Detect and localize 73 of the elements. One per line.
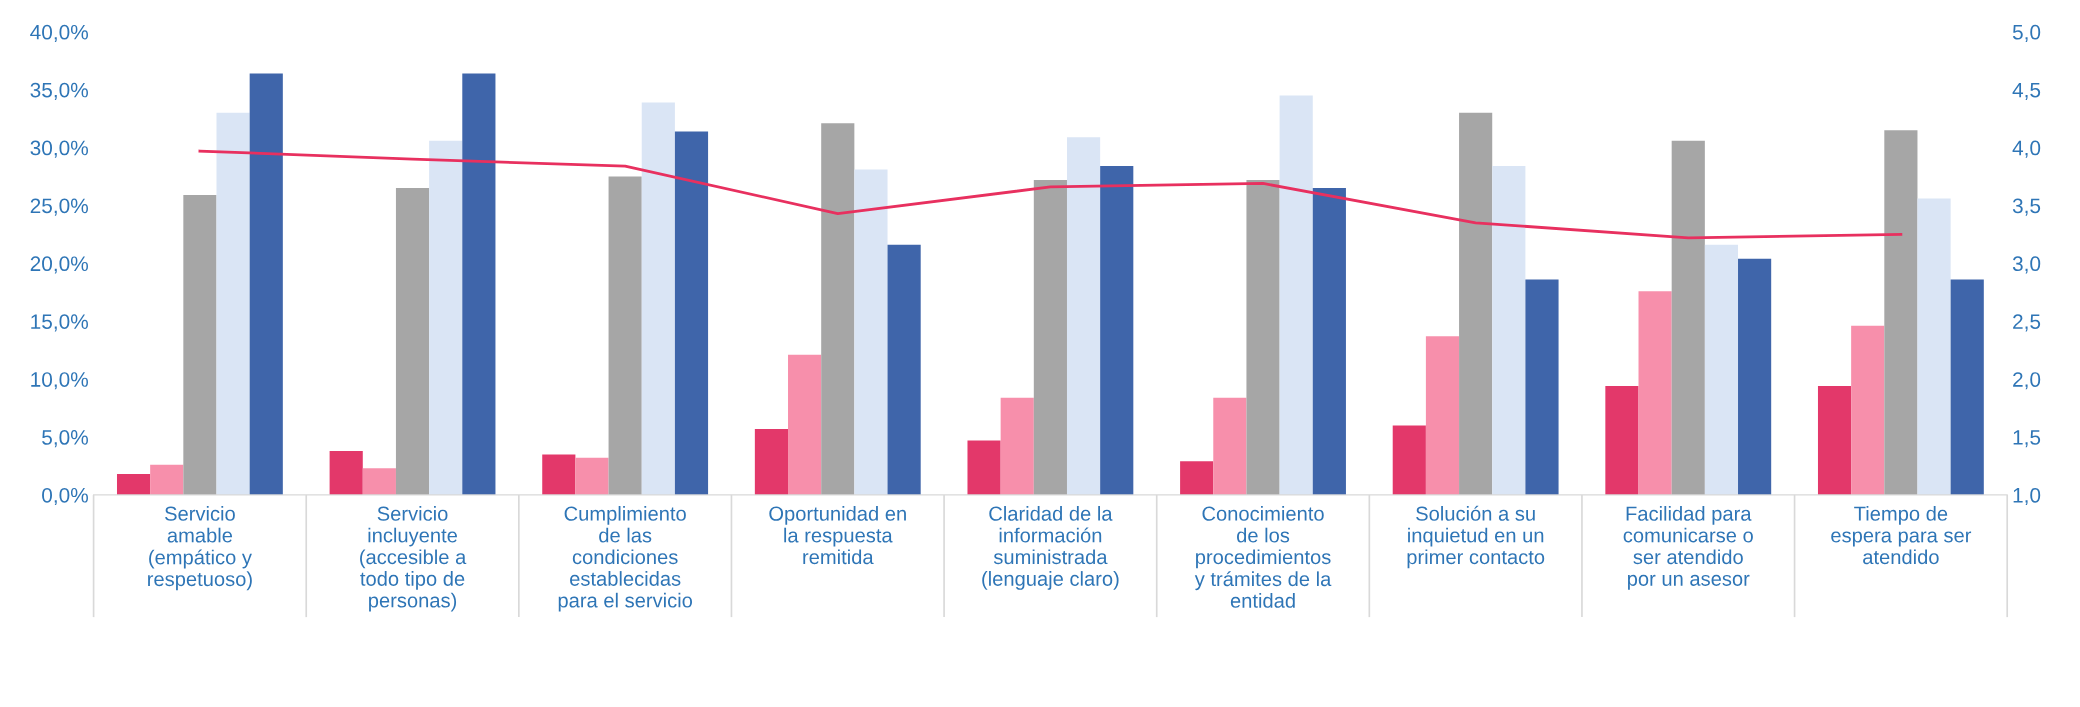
x-tick-label: Solución a su inquietud en un primer contacto	[1407, 505, 1545, 569]
y-tick-label: 30,0%	[30, 140, 88, 158]
bar	[967, 440, 1001, 495]
bar	[150, 464, 184, 495]
bar	[1392, 425, 1426, 495]
x-tick-label: Conocimiento de los procedimientos y trámites de la entidad	[1194, 506, 1332, 608]
y2-tick-label: 5,0	[2012, 24, 2041, 43]
bar	[1525, 279, 1559, 495]
bar	[1000, 397, 1034, 495]
bar	[754, 428, 789, 495]
bar	[788, 354, 822, 495]
bar	[216, 112, 250, 495]
bar	[395, 188, 430, 495]
x-tick-label: Claridad de la información suministrada (lenguaje claro)	[982, 506, 1119, 590]
bar	[1213, 397, 1247, 495]
bar	[1671, 140, 1705, 495]
bar	[542, 454, 576, 495]
y-tick-label: 20,0%	[30, 256, 88, 274]
bar	[1425, 336, 1460, 495]
bar	[641, 102, 675, 495]
y2-tick-label: 3,0	[2012, 256, 2041, 274]
bar	[608, 176, 642, 495]
bar	[1066, 137, 1101, 495]
bar	[1638, 291, 1672, 495]
bar	[183, 195, 217, 495]
bar	[1279, 95, 1313, 495]
y-tick-label: 5,0%	[42, 430, 88, 448]
bar	[854, 169, 888, 495]
bar	[429, 140, 463, 495]
y2-tick-label: 3,5	[2012, 198, 2041, 216]
bar	[1817, 386, 1852, 495]
bar	[1605, 386, 1639, 495]
bar	[1917, 198, 1951, 495]
x-tick-label: Facilidad para comunicarse o ser atendido por un asesor	[1623, 506, 1753, 590]
x-tick-label: Oportunidad en la respuesta remitida	[769, 506, 906, 565]
bar	[1312, 188, 1346, 495]
y-tick-label: 15,0%	[31, 314, 88, 332]
y-tick-label: 40,0%	[30, 24, 88, 43]
y2-tick-label: 2,5	[2013, 314, 2041, 332]
bar	[1459, 112, 1493, 495]
y-tick-label: 0,0%	[42, 487, 88, 506]
bar	[1884, 130, 1918, 495]
bar	[1180, 461, 1214, 495]
bar	[249, 73, 283, 495]
bar	[1704, 244, 1739, 495]
y2-tick-label: 1,5	[2013, 430, 2041, 448]
y2-tick-label: 2,0	[2013, 372, 2041, 390]
bar	[821, 123, 855, 495]
bar	[116, 474, 151, 495]
x-tick-label: Servicio amable (empático y respetuoso)	[148, 506, 252, 591]
bar	[887, 244, 921, 495]
bar	[1246, 180, 1280, 495]
bar	[362, 468, 396, 495]
x-tick-label: Servicio incluyente (accesible a todo tipo de personas)	[360, 506, 467, 612]
x-tick-label: Tiempo de espera para ser atendido	[1831, 506, 1972, 565]
line-series	[198, 149, 1903, 240]
bar	[674, 131, 709, 495]
y2-tick-label: 4,5	[2012, 82, 2041, 100]
y-tick-label: 35,0%	[30, 82, 88, 100]
y-tick-label: 10,0%	[31, 372, 88, 390]
bar	[1738, 258, 1772, 495]
bar	[1950, 279, 1984, 495]
y2-tick-label: 4,0	[2012, 140, 2041, 158]
y-tick-label: 25,0%	[30, 198, 88, 216]
bar	[1033, 180, 1067, 495]
bar	[575, 457, 609, 495]
x-tick-label: Cumplimiento de las condiciones establecidas para el servicio	[558, 506, 693, 612]
bar	[1851, 325, 1885, 495]
y2-tick-label: 1,0	[2013, 487, 2041, 506]
bar	[1100, 166, 1134, 495]
bar	[462, 73, 496, 495]
bar	[329, 450, 363, 495]
bar	[1492, 166, 1526, 495]
